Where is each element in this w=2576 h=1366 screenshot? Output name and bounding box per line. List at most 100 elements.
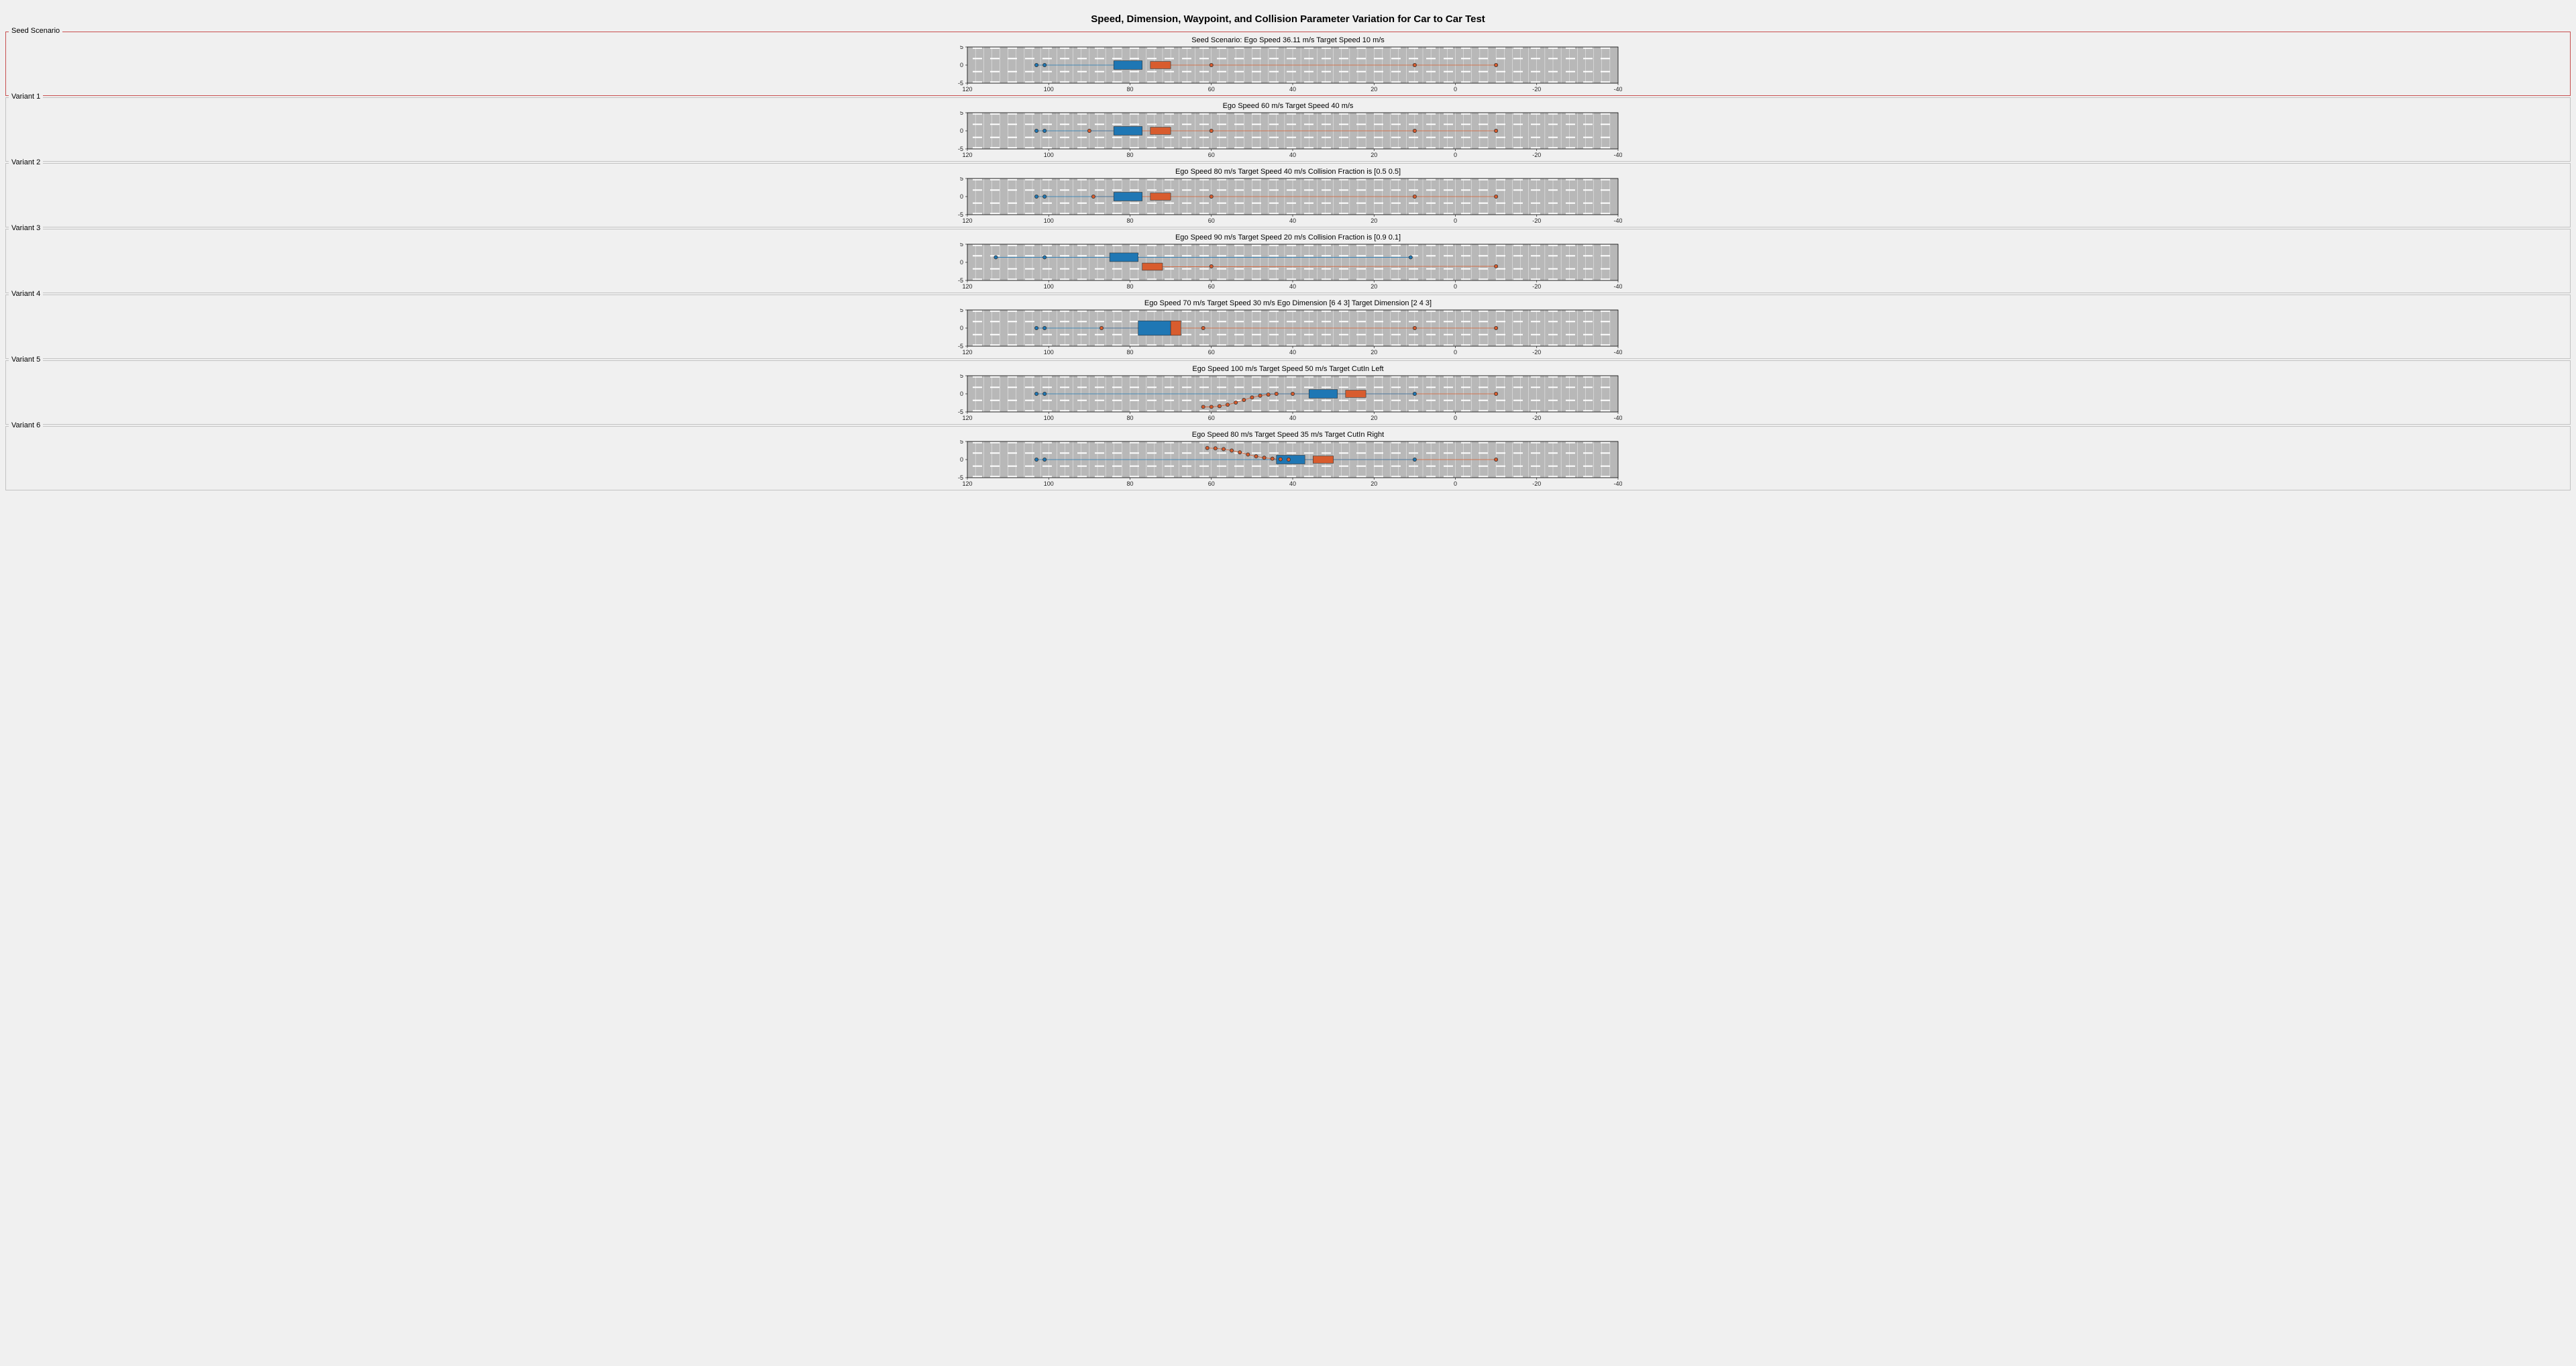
scenario-plot: 120 100 80 60 40 20 0 -20 -40 -5 0 5: [954, 177, 1622, 224]
panel-subtitle: Ego Speed 70 m/s Target Speed 30 m/s Ego…: [6, 299, 2570, 307]
svg-text:80: 80: [1126, 283, 1133, 290]
svg-text:-5: -5: [958, 343, 963, 350]
svg-text:0: 0: [960, 259, 963, 266]
svg-text:60: 60: [1208, 349, 1215, 356]
variant-panel: Variant 4 Ego Speed 70 m/s Target Speed …: [5, 295, 2571, 359]
svg-text:0: 0: [960, 127, 963, 134]
svg-text:120: 120: [962, 480, 972, 487]
panel-subtitle: Ego Speed 60 m/s Target Speed 40 m/s: [6, 102, 2570, 110]
svg-text:5: 5: [960, 111, 963, 116]
scenario-plot: 120100806040200-20-40 -505: [954, 111, 1622, 158]
variant-panel: Variant 2 Ego Speed 80 m/s Target Speed …: [5, 163, 2571, 227]
svg-text:5: 5: [960, 374, 963, 379]
svg-text:0: 0: [960, 62, 963, 68]
svg-text:0: 0: [1454, 480, 1457, 487]
svg-text:20: 20: [1371, 86, 1377, 93]
svg-text:0: 0: [960, 456, 963, 463]
svg-text:40: 40: [1289, 349, 1296, 356]
svg-text:0: 0: [1454, 283, 1457, 290]
svg-text:5: 5: [960, 440, 963, 445]
svg-text:40: 40: [1289, 152, 1296, 158]
svg-text:80: 80: [1126, 217, 1133, 224]
svg-text:-5: -5: [958, 80, 963, 87]
svg-text:-20: -20: [1532, 217, 1541, 224]
scenario-plot: 120 100 80 60 40 20 0 -20 -40 -5 0 5: [954, 46, 1622, 93]
svg-text:100: 100: [1044, 480, 1054, 487]
svg-text:-40: -40: [1613, 86, 1622, 93]
svg-text:20: 20: [1371, 349, 1377, 356]
svg-text:100: 100: [1044, 152, 1054, 158]
scenario-plot: 120 100 80 60 40 20 0 -20 -40 -5 0 5: [954, 374, 1622, 421]
scenario-plot: 120100806040200-20-40 -505: [954, 243, 1622, 290]
svg-text:20: 20: [1371, 415, 1377, 421]
figure-root: Speed, Dimension, Waypoint, and Collisio…: [0, 0, 2576, 505]
main-title: Speed, Dimension, Waypoint, and Collisio…: [0, 13, 2576, 25]
svg-text:0: 0: [960, 193, 963, 200]
svg-text:0: 0: [1454, 217, 1457, 224]
svg-text:100: 100: [1044, 283, 1054, 290]
svg-text:-5: -5: [958, 277, 963, 284]
svg-text:-40: -40: [1613, 349, 1622, 356]
svg-text:-40: -40: [1613, 217, 1622, 224]
svg-text:60: 60: [1208, 480, 1215, 487]
svg-text:20: 20: [1371, 480, 1377, 487]
svg-text:0: 0: [1454, 349, 1457, 356]
svg-text:80: 80: [1126, 152, 1133, 158]
svg-text:40: 40: [1289, 415, 1296, 421]
svg-text:120: 120: [962, 217, 972, 224]
svg-text:120: 120: [962, 349, 972, 356]
svg-text:100: 100: [1044, 415, 1054, 421]
svg-text:60: 60: [1208, 86, 1215, 93]
svg-text:60: 60: [1208, 415, 1215, 421]
svg-text:0: 0: [960, 390, 963, 397]
svg-text:120: 120: [962, 86, 972, 93]
variant-panel: Variant 1 Ego Speed 60 m/s Target Speed …: [5, 97, 2571, 162]
svg-text:-20: -20: [1532, 86, 1541, 93]
svg-text:-20: -20: [1532, 415, 1541, 421]
svg-text:-5: -5: [958, 211, 963, 218]
scenario-plot: 120100806040200-20-40 -505: [954, 309, 1622, 356]
svg-text:-40: -40: [1613, 152, 1622, 158]
svg-text:-20: -20: [1532, 349, 1541, 356]
panel-subtitle: Seed Scenario: Ego Speed 36.11 m/s Targe…: [6, 36, 2570, 44]
svg-text:40: 40: [1289, 86, 1296, 93]
svg-text:80: 80: [1126, 480, 1133, 487]
panel-subtitle: Ego Speed 80 m/s Target Speed 40 m/s Col…: [6, 168, 2570, 176]
svg-text:100: 100: [1044, 349, 1054, 356]
svg-text:60: 60: [1208, 283, 1215, 290]
svg-text:5: 5: [960, 46, 963, 50]
variant-panel: Variant 3 Ego Speed 90 m/s Target Speed …: [5, 229, 2571, 293]
svg-text:40: 40: [1289, 217, 1296, 224]
svg-text:120: 120: [962, 415, 972, 421]
svg-text:0: 0: [1454, 415, 1457, 421]
svg-text:-5: -5: [958, 474, 963, 481]
scenario-plot: 120 100 80 60 40 20 0 -20 -40 -5 0 5: [954, 440, 1622, 487]
svg-text:5: 5: [960, 177, 963, 182]
svg-text:-20: -20: [1532, 152, 1541, 158]
svg-text:0: 0: [1454, 86, 1457, 93]
svg-text:80: 80: [1126, 349, 1133, 356]
svg-text:20: 20: [1371, 283, 1377, 290]
panel-subtitle: Ego Speed 90 m/s Target Speed 20 m/s Col…: [6, 233, 2570, 242]
svg-text:0: 0: [960, 325, 963, 331]
svg-text:-40: -40: [1613, 283, 1622, 290]
svg-text:100: 100: [1044, 86, 1054, 93]
svg-text:60: 60: [1208, 152, 1215, 158]
panel-subtitle: Ego Speed 100 m/s Target Speed 50 m/s Ta…: [6, 365, 2570, 373]
svg-text:-40: -40: [1613, 415, 1622, 421]
svg-text:-40: -40: [1613, 480, 1622, 487]
svg-text:-20: -20: [1532, 480, 1541, 487]
svg-text:0: 0: [1454, 152, 1457, 158]
svg-text:-5: -5: [958, 146, 963, 152]
svg-text:20: 20: [1371, 217, 1377, 224]
svg-text:80: 80: [1126, 415, 1133, 421]
svg-text:60: 60: [1208, 217, 1215, 224]
svg-text:120: 120: [962, 152, 972, 158]
svg-text:40: 40: [1289, 480, 1296, 487]
panels-container: Seed Scenario Seed Scenario: Ego Speed 3…: [0, 32, 2576, 490]
svg-text:100: 100: [1044, 217, 1054, 224]
svg-text:40: 40: [1289, 283, 1296, 290]
svg-text:80: 80: [1126, 86, 1133, 93]
svg-text:-5: -5: [958, 409, 963, 415]
seed-scenario-panel: Seed Scenario Seed Scenario: Ego Speed 3…: [5, 32, 2571, 96]
